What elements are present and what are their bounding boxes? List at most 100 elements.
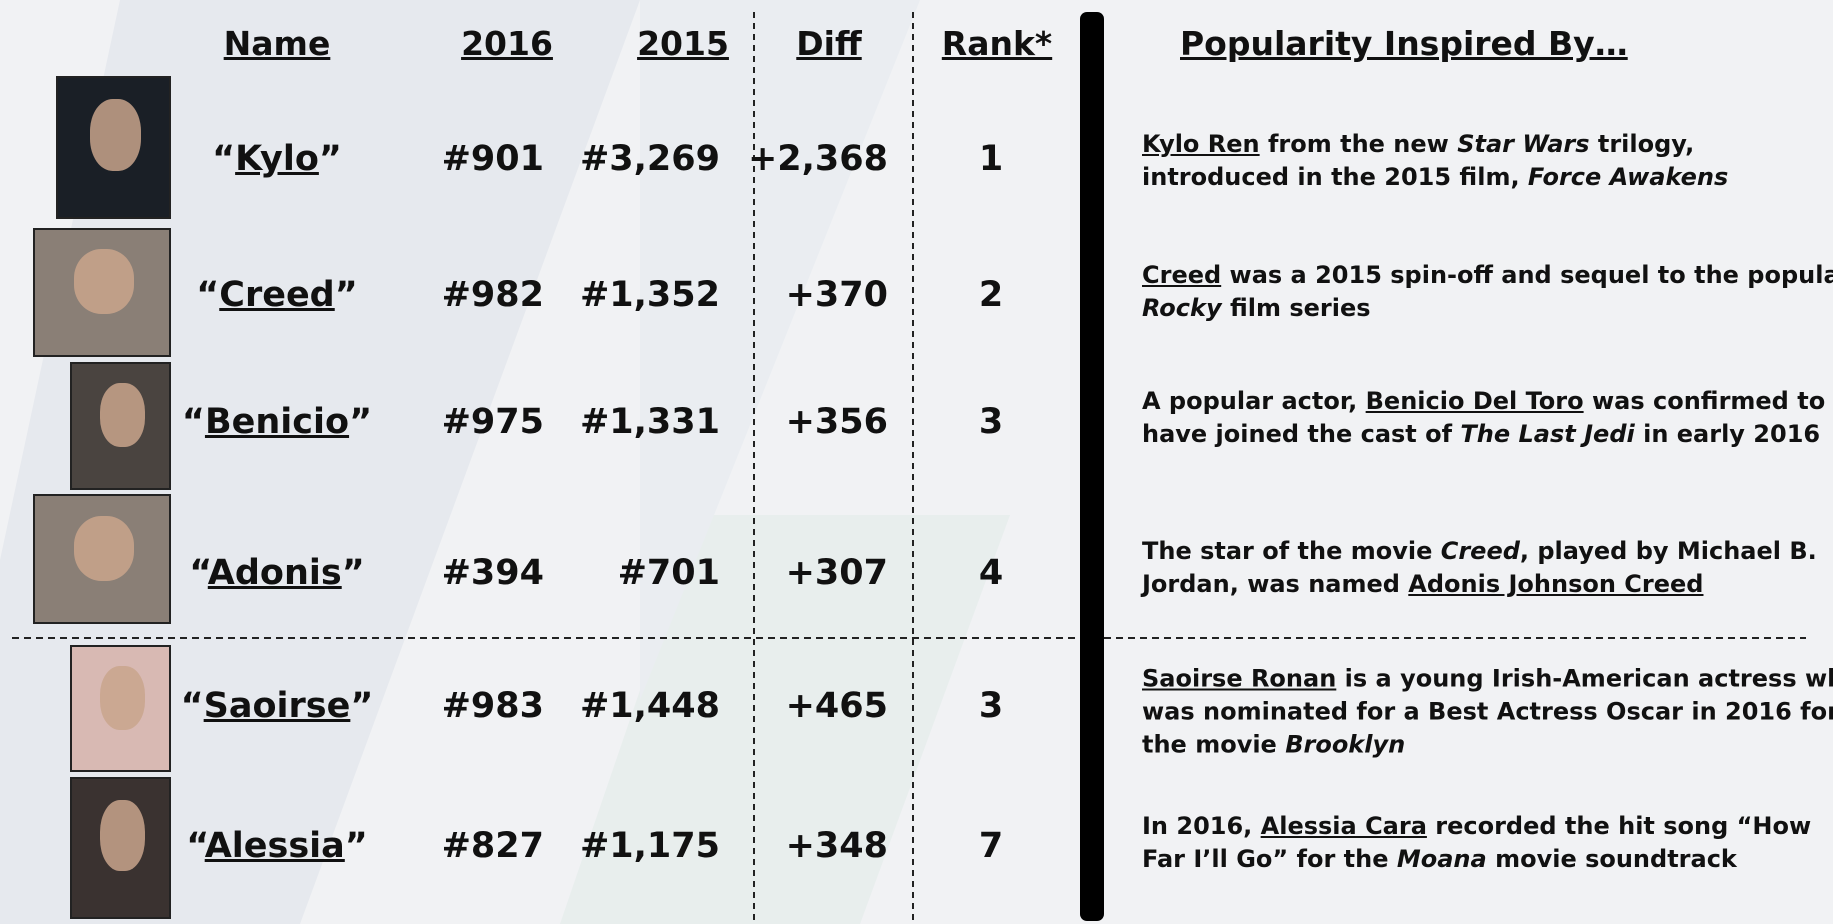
- photo-face: [73, 515, 135, 581]
- text-segment: Benicio Del Toro: [1365, 387, 1584, 415]
- description-line: Kylo Ren from the new Star Wars trilogy,: [1142, 128, 1728, 161]
- description-line: Saoirse Ronan is a young Irish-American …: [1142, 663, 1833, 696]
- text-segment: In 2016,: [1142, 812, 1261, 840]
- text-segment: Creed: [1142, 261, 1222, 289]
- rank: 2: [978, 275, 1004, 315]
- description: The star of the movie Creed, played by M…: [1142, 535, 1817, 601]
- rank: 3: [978, 402, 1004, 442]
- bg-shape: [640, 0, 920, 700]
- text-segment: Brooklyn: [1285, 730, 1406, 759]
- text-segment: film series: [1221, 294, 1371, 322]
- text-segment: “: [186, 826, 205, 866]
- column-header: 2016: [461, 24, 553, 63]
- text-segment: Creed: [1440, 537, 1520, 565]
- description-line: have joined the cast of The Last Jedi in…: [1142, 418, 1825, 451]
- name: “Creed”: [196, 275, 358, 315]
- column-header: Popularity Inspired By…: [1180, 24, 1628, 63]
- photo: [33, 494, 171, 624]
- text-segment: recorded the hit song “How: [1426, 812, 1812, 840]
- text-segment: was nominated for a Best Actress Oscar i…: [1142, 697, 1833, 726]
- rank-2015: #1,331: [579, 402, 720, 442]
- text-segment: is a young Irish-American actress who: [1336, 664, 1833, 693]
- separator-bar: [1080, 12, 1104, 921]
- diff: +307: [785, 553, 888, 593]
- rank: 4: [978, 553, 1004, 593]
- text-segment: ”: [341, 553, 365, 593]
- rank-2016: #394: [441, 553, 544, 593]
- rank-2015: #1,175: [579, 826, 720, 866]
- text-segment: Creed: [219, 275, 335, 315]
- text-segment: The star of the movie: [1142, 537, 1441, 565]
- description-line: was nominated for a Best Actress Oscar i…: [1142, 696, 1833, 729]
- column-header: Diff: [796, 24, 862, 63]
- name: “Kylo”: [212, 139, 342, 179]
- photo: [33, 228, 171, 357]
- description-line: In 2016, Alessia Cara recorded the hit s…: [1142, 810, 1811, 843]
- photo-face: [90, 99, 141, 171]
- rank-2016: #982: [441, 275, 544, 315]
- description-line: Rocky film series: [1142, 292, 1833, 325]
- text-segment: Adonis Johnson Creed: [1408, 570, 1704, 598]
- rank-2016: #975: [441, 402, 544, 442]
- description: Kylo Ren from the new Star Wars trilogy,…: [1142, 128, 1728, 194]
- rank: 3: [978, 686, 1004, 726]
- text-segment: “: [212, 139, 236, 179]
- text-segment: Kylo Ren: [1142, 130, 1260, 158]
- photo-face: [100, 666, 145, 730]
- text-segment: Alessia: [204, 826, 345, 866]
- rank-2015: #1,352: [579, 275, 720, 315]
- description-line: introduced in the 2015 film, Force Awake…: [1142, 161, 1728, 194]
- text-segment: Rocky: [1142, 294, 1222, 322]
- text-segment: Alessia Cara: [1260, 812, 1427, 840]
- column-header: Rank*: [941, 24, 1053, 63]
- diff: +465: [785, 686, 888, 726]
- description-line: A popular actor, Benicio Del Toro was co…: [1142, 385, 1825, 418]
- text-segment: have joined the cast of: [1142, 420, 1461, 448]
- text-segment: Moana: [1396, 845, 1487, 873]
- text-segment: ”: [344, 826, 368, 866]
- rank-2016: #827: [441, 826, 544, 866]
- rank-2015: #3,269: [579, 139, 720, 179]
- rank-2015: #1,448: [579, 686, 720, 726]
- name: “Saoirse”: [181, 686, 374, 726]
- photo: [70, 645, 171, 772]
- text-segment: in early 2016: [1634, 420, 1821, 448]
- text-segment: Saoirse: [203, 686, 351, 726]
- text-segment: Adonis: [207, 553, 342, 593]
- text-segment: “: [181, 402, 205, 442]
- description: Creed was a 2015 spin-off and sequel to …: [1142, 259, 1833, 325]
- text-segment: was confirmed to: [1583, 387, 1826, 415]
- text-segment: “: [196, 275, 220, 315]
- column-header: 2015: [637, 24, 729, 63]
- text-segment: from the new: [1259, 130, 1458, 158]
- description-line: Jordan, was named Adonis Johnson Creed: [1142, 568, 1817, 601]
- text-segment: “: [189, 553, 208, 593]
- description-line: the movie Brooklyn: [1142, 729, 1833, 762]
- text-segment: A popular actor,: [1142, 387, 1366, 415]
- photo: [70, 362, 171, 490]
- text-segment: The Last Jedi: [1460, 420, 1635, 448]
- description: A popular actor, Benicio Del Toro was co…: [1142, 385, 1825, 451]
- text-segment: ”: [334, 275, 358, 315]
- text-segment: trilogy,: [1589, 130, 1695, 158]
- text-segment: movie soundtrack: [1486, 845, 1737, 873]
- text-segment: ”: [349, 402, 373, 442]
- photo-face: [100, 800, 145, 872]
- rank: 7: [978, 826, 1004, 866]
- text-segment: “: [180, 686, 204, 726]
- photo-face: [73, 249, 135, 314]
- text-segment: Jordan, was named: [1142, 570, 1409, 598]
- text-segment: ”: [318, 139, 342, 179]
- diff: +356: [785, 402, 888, 442]
- name: “Benicio”: [182, 402, 372, 442]
- photo: [56, 76, 171, 219]
- text-segment: ”: [350, 686, 374, 726]
- text-segment: introduced in the 2015 film,: [1142, 163, 1528, 191]
- photo: [70, 777, 171, 919]
- text-segment: was a 2015 spin-off and sequel to the po…: [1221, 261, 1833, 289]
- text-segment: Star Wars: [1457, 130, 1590, 158]
- column-header: Name: [223, 24, 331, 63]
- text-segment: Kylo: [235, 139, 319, 179]
- description: In 2016, Alessia Cara recorded the hit s…: [1142, 810, 1811, 876]
- description-line: Far I’ll Go” for the Moana movie soundtr…: [1142, 843, 1811, 876]
